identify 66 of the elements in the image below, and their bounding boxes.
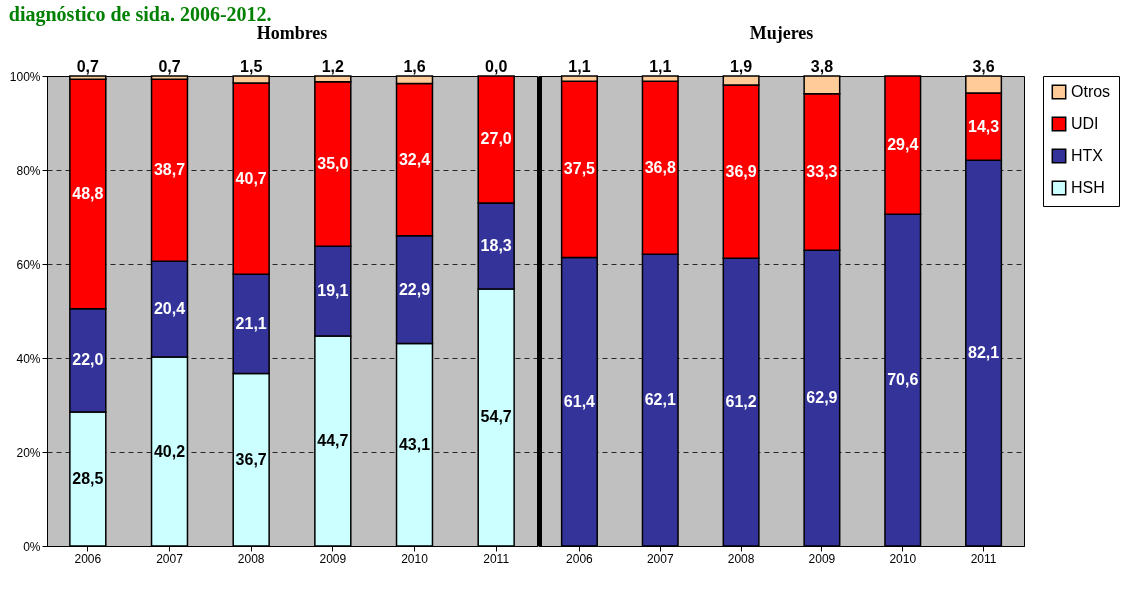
y-tick-label: 100%: [9, 69, 41, 84]
x-tick-label: 2007: [156, 551, 184, 566]
data-label: 33,3: [806, 163, 838, 181]
data-label: 3,8: [810, 58, 834, 75]
data-label: 22,0: [72, 351, 104, 369]
data-label: 38,7: [153, 161, 186, 179]
legend-label: HSH: [1071, 179, 1105, 196]
data-label: 19,1: [317, 282, 349, 300]
x-tick-label: 2010: [401, 551, 429, 566]
data-label: 0,0: [485, 58, 508, 75]
y-tick-label: 40%: [16, 351, 41, 366]
chart-title: Mujeres: [749, 23, 814, 43]
x-tick-label: 2006: [74, 551, 102, 566]
x-tick-label: 2007: [646, 551, 674, 566]
data-label: 70,6: [887, 371, 919, 389]
y-tick-label: 0%: [23, 539, 41, 554]
legend-label: Otros: [1071, 83, 1111, 100]
chart-subtitle: Hombres: [256, 23, 328, 43]
x-tick-label: 2010: [889, 551, 917, 566]
data-label: 48,8: [72, 184, 104, 202]
x-tick-label: 2009: [808, 551, 836, 566]
legend-label: HTX: [1071, 147, 1104, 164]
data-label: 32,4: [398, 150, 431, 168]
data-label: 1,5: [240, 58, 263, 75]
data-label: 1,9: [729, 58, 753, 75]
data-label: 21,1: [235, 314, 267, 332]
data-label: 82,1: [968, 344, 1000, 362]
data-label: 35,0: [317, 154, 349, 172]
data-label: 29,4: [887, 136, 919, 154]
data-label: 61,2: [725, 393, 757, 411]
data-label: 40,2: [153, 442, 186, 460]
data-label: 1,6: [403, 58, 426, 75]
data-label: 27,0: [480, 130, 512, 148]
x-tick-label: 2008: [237, 551, 265, 566]
legend-label: UDI: [1071, 115, 1099, 132]
chart-title: diagnóstico de sida. 2006-2012.: [8, 2, 272, 26]
x-tick-label: 2006: [566, 551, 594, 566]
data-label: 1,1: [568, 58, 591, 75]
data-label: 1,1: [649, 58, 672, 75]
data-label: 28,5: [72, 470, 104, 488]
data-label: 61,4: [563, 392, 596, 410]
data-label: 37,5: [563, 160, 596, 178]
data-label: 18,3: [480, 236, 512, 254]
y-tick-label: 60%: [16, 257, 41, 272]
data-label: 0,7: [158, 58, 181, 75]
data-label: 62,1: [644, 391, 676, 409]
data-label: 1,2: [321, 58, 345, 75]
x-tick-label: 2009: [319, 551, 347, 566]
x-tick-label: 2008: [727, 551, 755, 566]
y-tick-label: 80%: [16, 163, 41, 178]
data-label: 0,7: [76, 58, 100, 75]
data-label: 40,7: [235, 169, 267, 187]
data-label: 43,1: [398, 435, 431, 453]
data-label: 22,9: [398, 280, 431, 298]
data-label: 54,7: [480, 408, 512, 426]
x-tick-label: 2011: [483, 551, 510, 566]
data-label: 36,7: [235, 450, 267, 468]
data-label: 36,9: [725, 162, 757, 180]
data-label: 36,8: [644, 158, 676, 176]
data-label: 20,4: [153, 300, 186, 318]
data-label: 44,7: [317, 431, 349, 449]
y-tick-label: 20%: [16, 445, 41, 460]
data-label: 14,3: [968, 117, 1000, 135]
x-tick-label: 2011: [970, 551, 997, 566]
data-label: 3,6: [972, 58, 995, 75]
data-label: 62,9: [806, 389, 838, 407]
